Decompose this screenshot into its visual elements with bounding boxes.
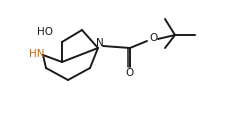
Text: N: N xyxy=(96,38,104,48)
Text: HO: HO xyxy=(37,27,53,37)
Text: O: O xyxy=(126,68,134,78)
Text: HN: HN xyxy=(29,49,45,59)
Text: O: O xyxy=(150,33,158,43)
